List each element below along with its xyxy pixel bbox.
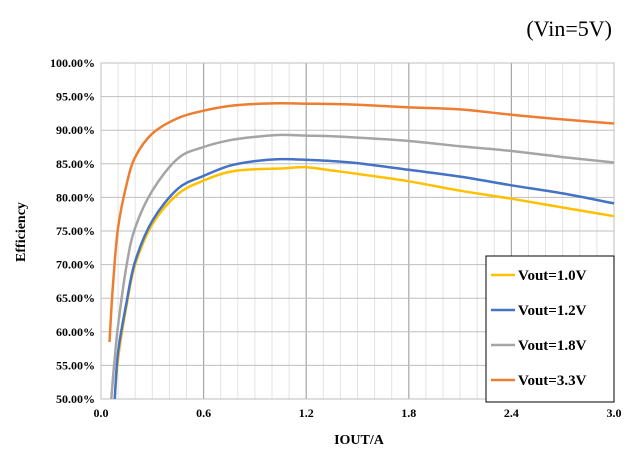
- y-tick-label: 65.00%: [56, 291, 95, 305]
- x-tick-label: 1.2: [299, 406, 314, 420]
- y-tick-label: 55.00%: [56, 358, 95, 372]
- plot-area-border: [100, 62, 615, 400]
- vin-annotation: (Vin=5V): [526, 16, 612, 41]
- series-line: [110, 133, 615, 400]
- x-tick-label: 0.6: [196, 406, 211, 420]
- x-tick-label: 0.0: [94, 406, 109, 420]
- legend-label: Vout=1.8V: [518, 338, 587, 354]
- series-lines: [108, 102, 615, 400]
- series-line: [113, 157, 615, 400]
- legend-box: [485, 255, 615, 403]
- y-tick-label: 90.00%: [56, 123, 95, 137]
- legend-label: Vout=1.2V: [518, 303, 587, 319]
- legend: Vout=1.0V Vout=1.2V Vout=1.8V Vout=3.3V: [485, 255, 615, 403]
- y-tick-label: 70.00%: [56, 258, 95, 272]
- x-tick-label: 2.4: [504, 406, 519, 420]
- y-tick-label: 95.00%: [56, 90, 95, 104]
- y-tick-label: 85.00%: [56, 157, 95, 171]
- y-tick-label: 80.00%: [56, 190, 95, 204]
- x-tick-label: 3.0: [607, 406, 622, 420]
- y-axis-ticks: 50.00% 55.00% 60.00% 65.00% 70.00% 75.00% 80.0…: [50, 56, 95, 406]
- x-tick-label: 1.8: [401, 406, 416, 420]
- y-tick-label: 50.00%: [56, 392, 95, 406]
- series-line: [108, 102, 615, 342]
- y-tick-label: 100.00%: [50, 56, 95, 70]
- y-tick-label: 75.00%: [56, 224, 95, 238]
- x-axis-ticks: 0.0 0.6 1.2 1.8 2.4 3.0: [94, 406, 622, 420]
- y-tick-label: 60.00%: [56, 325, 95, 339]
- x-axis-title: IOUT/A: [334, 433, 385, 448]
- y-axis-title: Efficiency: [14, 202, 29, 262]
- legend-label: Vout=3.3V: [518, 373, 587, 389]
- legend-label: Vout=1.0V: [518, 268, 587, 284]
